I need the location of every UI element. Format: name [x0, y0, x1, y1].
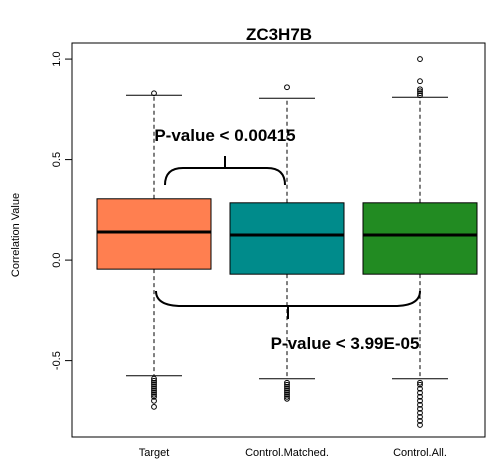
outlier-point	[151, 397, 157, 404]
outlier-point	[417, 92, 423, 99]
outlier-point	[284, 393, 290, 400]
outlier-point	[151, 391, 157, 398]
p-value-label: P-value < 0.00415	[154, 126, 295, 145]
outlier-point	[284, 387, 290, 394]
outlier-point	[284, 381, 290, 388]
chart-title: ZC3H7B	[246, 25, 312, 44]
y-tick-label: 0.5	[51, 152, 63, 167]
y-tick-label: 0.0	[51, 252, 63, 267]
outlier-point	[417, 78, 423, 85]
x-category-label: Control.All.	[393, 447, 447, 459]
box-body	[96, 198, 212, 270]
outlier-point	[417, 389, 423, 396]
outlier-point	[284, 84, 290, 91]
outlier-point	[417, 401, 423, 408]
box-group	[96, 90, 212, 410]
box-body	[362, 202, 478, 275]
outlier-point	[417, 409, 423, 416]
outlier-point	[284, 385, 290, 392]
outlier-point	[151, 379, 157, 386]
outlier-point	[417, 397, 423, 404]
p-value-label: P-value < 3.99E-05	[271, 334, 420, 353]
box-group	[362, 56, 478, 428]
outlier-point	[151, 403, 157, 410]
outlier-point	[417, 405, 423, 412]
outlier-point	[417, 418, 423, 424]
outlier-point	[151, 393, 157, 400]
outlier-point	[417, 90, 423, 97]
x-axis-labels: Target Control.Matched. Control.All.	[139, 447, 447, 459]
outlier-point	[151, 377, 157, 384]
significance-bracket	[155, 290, 421, 319]
outlier-point	[151, 383, 157, 390]
outlier-point	[417, 393, 423, 400]
y-tick-label: 1.0	[51, 51, 63, 66]
outlier-point	[417, 379, 423, 386]
outlier-point	[151, 385, 157, 392]
outlier-point	[417, 56, 423, 62]
box-body	[229, 202, 345, 275]
outlier-point	[284, 391, 290, 398]
outlier-point	[417, 385, 423, 392]
outlier-point	[284, 383, 290, 390]
outlier-point	[284, 389, 290, 396]
annotations-layer: P-value < 0.00415 P-value < 3.99E-05	[154, 126, 421, 353]
outlier-point	[417, 413, 423, 420]
outlier-point	[417, 422, 423, 428]
outlier-point	[151, 389, 157, 396]
outlier-point	[284, 379, 290, 386]
outlier-point	[417, 381, 423, 388]
outlier-point	[417, 88, 423, 95]
outlier-point	[284, 395, 290, 402]
outlier-point	[151, 375, 157, 382]
outlier-point	[151, 381, 157, 388]
x-category-label: Control.Matched.	[245, 447, 329, 459]
y-tick-label: -0.5	[51, 351, 63, 370]
outlier-point	[151, 387, 157, 394]
significance-bracket	[164, 156, 286, 186]
box-group	[229, 84, 345, 402]
y-axis-label: Correlation Value	[10, 193, 22, 277]
y-axis: 1.0 0.5 0.0 -0.5	[51, 51, 73, 370]
boxes-layer	[96, 56, 478, 428]
x-category-label: Target	[139, 447, 170, 459]
outlier-point	[417, 86, 423, 93]
outlier-point	[151, 90, 157, 97]
